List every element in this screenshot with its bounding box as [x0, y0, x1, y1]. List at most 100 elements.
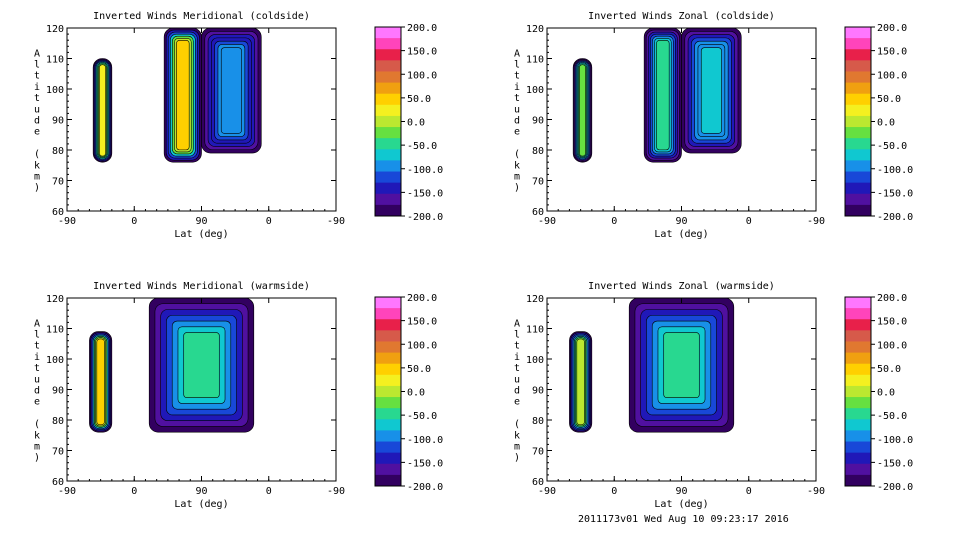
- colorbar-tick-label: -200.0: [877, 212, 913, 223]
- contour-block: [569, 331, 593, 433]
- colorbar-swatch: [845, 193, 871, 206]
- colorbar-swatch: [845, 385, 871, 398]
- contour-level: [579, 64, 586, 157]
- colorbar-swatch: [375, 104, 401, 117]
- colorbar-swatch: [845, 297, 871, 309]
- colorbar-swatch: [845, 27, 871, 39]
- colorbar-swatch: [845, 49, 871, 61]
- colorbar-tick-label: 50.0: [877, 94, 901, 105]
- colorbar-swatch: [375, 82, 401, 95]
- y-tick-label: 120: [46, 24, 64, 35]
- colorbar-swatch: [845, 452, 871, 465]
- colorbar-tick-label: -50.0: [407, 411, 437, 422]
- y-tick-label: 100: [46, 355, 64, 366]
- contour-block: [628, 297, 735, 433]
- contour-block: [163, 27, 202, 163]
- colorbar-tick-label: 150.0: [407, 317, 437, 328]
- chart-panel-3: Inverted Winds Meridional (warmside) 60 70…: [34, 281, 443, 510]
- colorbar-swatch: [845, 182, 871, 195]
- colorbar-swatch: [375, 374, 401, 387]
- y-tick-label: 80: [52, 146, 64, 157]
- colorbar-tick-label: 0.0: [877, 388, 895, 399]
- chart-title: Inverted Winds Zonal (coldside): [588, 11, 775, 22]
- chart-title: Inverted Winds Meridional (coldside): [93, 11, 310, 22]
- colorbar-swatch: [375, 127, 401, 139]
- colorbar-swatch: [845, 38, 871, 50]
- y-tick-label: 110: [526, 55, 544, 66]
- colorbar-swatch: [845, 60, 871, 72]
- colorbar-swatch: [375, 341, 401, 354]
- colorbar-swatch: [845, 408, 871, 420]
- colorbar-tick-label: -100.0: [407, 435, 443, 446]
- colorbar-tick-label: 50.0: [407, 94, 431, 105]
- y-tick-label: 100: [526, 85, 544, 96]
- colorbar-swatch: [845, 397, 871, 409]
- colorbar-swatch: [375, 171, 401, 184]
- colorbar-swatch: [375, 193, 401, 206]
- x-tick-label: -90: [538, 486, 556, 497]
- colorbar-swatch: [375, 160, 401, 173]
- colorbar-swatch: [845, 319, 871, 331]
- contour-level: [220, 47, 242, 134]
- colorbar-tick-label: 100.0: [407, 70, 437, 81]
- x-tick-label: 0: [131, 486, 137, 497]
- colorbar-swatch: [375, 474, 401, 487]
- colorbar-swatch: [375, 115, 401, 128]
- colorbar-swatch: [845, 71, 871, 84]
- colorbar-swatch: [375, 408, 401, 420]
- colorbar-swatch: [845, 104, 871, 117]
- chart-panel-1: Inverted Winds Meridional (coldside) 60 70…: [34, 11, 443, 240]
- contour-level: [663, 332, 700, 398]
- x-tick-label: 0: [611, 216, 617, 227]
- colorbar-swatch: [845, 138, 871, 150]
- contour-block: [148, 297, 255, 433]
- colorbar-swatch: [845, 93, 871, 106]
- x-axis-label: Lat (deg): [654, 499, 708, 510]
- colorbar-swatch: [375, 297, 401, 309]
- y-tick-label: 60: [532, 207, 544, 218]
- colorbar-tick-label: 200.0: [407, 23, 437, 34]
- colorbar: 200.0 150.0 100.0 50.0 0.0 -50.0 -100.0 -150.0 -…: [844, 23, 913, 223]
- contour-block: [681, 27, 742, 154]
- y-tick-label: 60: [52, 207, 64, 218]
- colorbar-swatch: [845, 352, 871, 365]
- contour-level: [700, 47, 722, 134]
- x-axis-label: Lat (deg): [174, 229, 228, 240]
- colorbar-swatch: [375, 60, 401, 72]
- colorbar-swatch: [375, 363, 401, 376]
- x-tick-label: 0: [131, 216, 137, 227]
- colorbar-tick-label: -50.0: [877, 141, 907, 152]
- colorbar-tick-label: -100.0: [877, 165, 913, 176]
- colorbar-swatch: [845, 419, 871, 431]
- colorbar-tick-label: -200.0: [877, 482, 913, 493]
- colorbar-swatch: [375, 419, 401, 431]
- contour-block: [92, 58, 113, 163]
- colorbar-tick-label: 200.0: [877, 293, 907, 304]
- contour-level: [183, 332, 220, 398]
- chart-title: Inverted Winds Meridional (warmside): [93, 281, 310, 292]
- y-tick-label: 120: [46, 294, 64, 305]
- colorbar-tick-label: 0.0: [877, 118, 895, 129]
- colorbar-swatch: [375, 430, 401, 443]
- y-tick-label: 70: [532, 177, 544, 188]
- colorbar-tick-label: 50.0: [407, 364, 431, 375]
- colorbar-tick-label: -150.0: [877, 188, 913, 199]
- colorbar-tick-label: -50.0: [877, 411, 907, 422]
- colorbar-swatch: [375, 397, 401, 409]
- footer-timestamp: 2011173v01 Wed Aug 10 09:23:17 2016: [578, 514, 789, 525]
- x-tick-label: 0: [266, 216, 272, 227]
- x-tick-label: -90: [807, 486, 825, 497]
- x-tick-label: 0: [611, 486, 617, 497]
- contour-block: [201, 27, 262, 154]
- contour-level: [176, 40, 190, 151]
- colorbar-swatch: [845, 308, 871, 320]
- colorbar-swatch: [845, 463, 871, 476]
- x-tick-label: -90: [58, 216, 76, 227]
- y-tick-label: 80: [532, 146, 544, 157]
- colorbar-tick-label: -150.0: [407, 188, 443, 199]
- colorbar-swatch: [845, 474, 871, 487]
- y-tick-label: 100: [46, 85, 64, 96]
- x-tick-label: 0: [266, 486, 272, 497]
- colorbar: 200.0 150.0 100.0 50.0 0.0 -50.0 -100.0 -150.0 -…: [844, 293, 913, 493]
